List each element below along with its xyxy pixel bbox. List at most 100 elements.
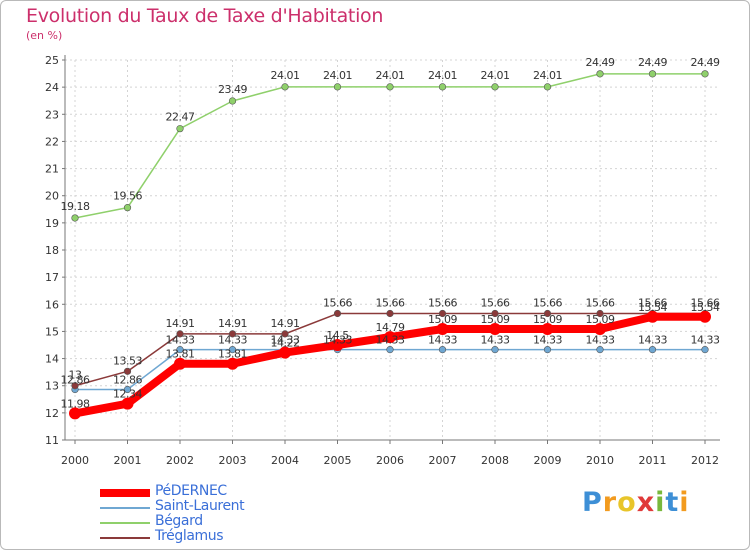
data-point — [491, 83, 499, 91]
data-label: 14.5 — [326, 329, 349, 342]
data-label: 19.56 — [113, 190, 142, 203]
data-point — [491, 346, 499, 354]
data-label: 15.66 — [533, 297, 562, 310]
data-label: 14.91 — [271, 317, 300, 330]
data-point — [331, 339, 344, 351]
x-tick-label: 2008 — [481, 454, 509, 467]
data-label: 14.33 — [428, 334, 457, 347]
data-label: 14.22 — [271, 337, 300, 350]
data-point — [701, 70, 709, 78]
x-tick-label: 2010 — [586, 454, 614, 467]
logo-letter: i — [655, 487, 666, 518]
y-tick-label: 16 — [45, 298, 59, 311]
data-point — [699, 310, 711, 323]
data-point — [174, 357, 186, 370]
data-point — [121, 397, 134, 410]
data-point — [228, 330, 237, 338]
logo-letter: i — [679, 487, 690, 518]
data-label: 24.01 — [323, 69, 352, 82]
y-tick-label: 25 — [45, 54, 59, 67]
x-tick-label: 2000 — [61, 454, 89, 467]
x-tick-label: 2002 — [166, 454, 194, 467]
data-point — [386, 346, 394, 354]
data-point — [701, 346, 709, 354]
data-point — [333, 83, 342, 91]
data-label: 24.01 — [376, 69, 405, 82]
x-tick-label: 2012 — [691, 454, 719, 467]
logo-letter: r — [602, 487, 618, 518]
data-label: 15.66 — [428, 297, 457, 310]
legend-item: Saint-Laurent — [100, 498, 300, 515]
data-label: 13.53 — [113, 354, 142, 367]
y-tick-label: 21 — [45, 163, 59, 176]
data-point — [489, 322, 501, 335]
x-tick-label: 2011 — [639, 454, 667, 467]
data-point — [596, 70, 604, 78]
data-label: 12.86 — [113, 374, 142, 387]
data-label: 22.47 — [166, 111, 195, 124]
data-point — [436, 322, 449, 335]
y-tick-label: 20 — [45, 190, 59, 203]
data-label: 14.33 — [533, 334, 562, 347]
data-label: 12.86 — [61, 374, 90, 387]
data-label: 15.09 — [481, 313, 510, 326]
data-label: 12.34 — [113, 388, 142, 401]
data-label: 13.81 — [218, 348, 247, 361]
data-point — [226, 357, 239, 370]
data-point — [176, 346, 184, 354]
data-label: 15.66 — [638, 297, 667, 310]
x-tick-label: 2006 — [376, 454, 404, 467]
data-point — [438, 83, 447, 91]
data-label: 15.09 — [428, 313, 457, 326]
data-label: 24.49 — [638, 56, 667, 69]
x-tick-label: 2005 — [324, 454, 352, 467]
data-point — [646, 310, 659, 323]
legend-swatch — [100, 537, 150, 539]
legend-swatch — [100, 507, 150, 509]
data-label: 24.49 — [586, 56, 615, 69]
logo-letter: P — [582, 487, 603, 518]
legend-label: Tréglamus — [155, 528, 224, 544]
y-tick-label: 11 — [45, 434, 59, 447]
data-label: 15.66 — [376, 297, 405, 310]
data-label: 24.01 — [481, 69, 510, 82]
legend-item: Bégard — [100, 513, 300, 530]
legend-label: Bégard — [155, 513, 203, 529]
x-tick-label: 2001 — [114, 454, 142, 467]
data-point — [386, 309, 394, 318]
y-tick-label: 12 — [45, 407, 59, 420]
data-label: 14.33 — [166, 334, 195, 347]
x-tick-label: 2004 — [271, 454, 299, 467]
data-point — [228, 346, 237, 354]
legend-label: Saint-Laurent — [155, 498, 245, 514]
data-label: 24.49 — [691, 56, 720, 69]
data-point — [543, 309, 552, 318]
chart-legend: PéDERNEC Saint-Laurent Bégard Tréglamus — [100, 483, 300, 545]
y-tick-label: 17 — [45, 271, 59, 284]
data-label: 15.54 — [638, 301, 667, 314]
data-label: 13 — [69, 369, 82, 382]
data-label: 14.91 — [166, 317, 195, 330]
data-point — [543, 346, 552, 354]
data-point — [279, 346, 291, 359]
y-tick-label: 14 — [45, 353, 59, 366]
data-label: 14.33 — [586, 334, 615, 347]
data-point — [123, 385, 132, 394]
data-point — [648, 346, 657, 354]
data-point — [648, 70, 657, 78]
data-label: 15.54 — [691, 301, 720, 314]
y-tick-label: 23 — [45, 108, 59, 121]
data-point — [281, 330, 289, 338]
legend-item: PéDERNEC — [100, 483, 300, 500]
data-point — [386, 83, 394, 91]
data-label: 14.33 — [691, 334, 720, 347]
data-label: 13.81 — [166, 348, 195, 361]
data-label: 14.91 — [218, 317, 247, 330]
data-label: 15.09 — [586, 313, 615, 326]
legend-swatch — [100, 489, 150, 497]
data-point — [228, 97, 237, 105]
data-point — [596, 346, 604, 354]
y-tick-label: 22 — [45, 135, 59, 148]
y-tick-label: 24 — [45, 81, 59, 94]
data-label: 24.01 — [428, 69, 457, 82]
